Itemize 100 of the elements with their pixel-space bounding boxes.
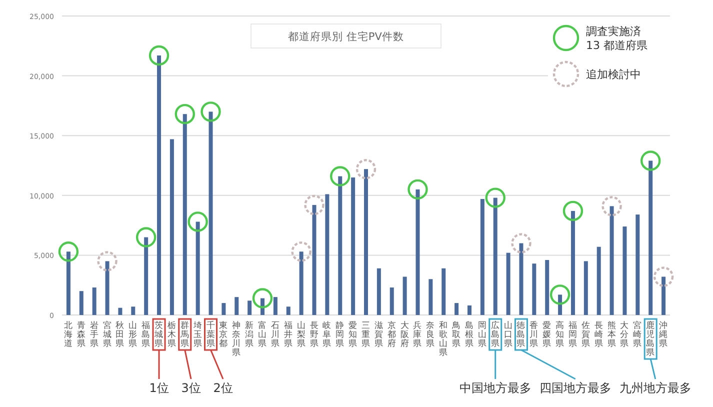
text: 都道府県別 住宅PV件数 bbox=[288, 30, 404, 43]
x-tick-label: 栃木県 bbox=[167, 320, 176, 349]
bar bbox=[584, 261, 588, 315]
x-tick-label: 長野県 bbox=[310, 320, 319, 349]
bar bbox=[131, 306, 136, 315]
bar bbox=[442, 268, 446, 315]
point bbox=[188, 212, 208, 232]
x-tick-label: 岐阜県 bbox=[322, 320, 332, 349]
bar bbox=[286, 306, 290, 315]
point bbox=[304, 194, 324, 216]
x-tick-label: 兵庫県 bbox=[413, 320, 422, 349]
point bbox=[148, 45, 170, 66]
bar bbox=[325, 194, 330, 315]
bar bbox=[248, 300, 252, 315]
x-tick-label: 静岡県 bbox=[336, 320, 345, 349]
x-tick-label: 福井県 bbox=[284, 320, 293, 349]
bar bbox=[402, 276, 407, 315]
bar bbox=[196, 222, 200, 315]
x-tick-label: 千葉県 bbox=[206, 320, 216, 349]
x-tick-label: 大阪府 bbox=[400, 320, 410, 349]
x-tick-label: 香川県 bbox=[530, 320, 539, 349]
point bbox=[602, 196, 622, 216]
bar bbox=[622, 226, 627, 315]
bar bbox=[222, 303, 226, 315]
point bbox=[356, 158, 376, 180]
annotation: 2位 bbox=[213, 381, 233, 395]
x-tick-label: 東京都 bbox=[219, 320, 228, 349]
bar bbox=[351, 177, 356, 315]
x-tick-label: 福島県 bbox=[142, 320, 151, 349]
bar bbox=[79, 291, 84, 315]
bar bbox=[416, 189, 420, 315]
annotation: 中国地方最多 bbox=[459, 381, 532, 395]
x-tick-label: 福岡県 bbox=[568, 320, 578, 349]
bar bbox=[545, 260, 550, 315]
x-tick-label: 佐賀県 bbox=[581, 320, 590, 349]
bar bbox=[610, 206, 614, 315]
bar bbox=[182, 114, 187, 315]
x-tick-label: 三重県 bbox=[362, 321, 370, 349]
point bbox=[174, 104, 195, 124]
x-tick-label: 島根県 bbox=[464, 320, 474, 349]
x-tick-label: 宮崎県 bbox=[633, 320, 642, 349]
bar bbox=[273, 297, 278, 315]
x-tick-label: 鹿児島県 bbox=[646, 320, 656, 358]
x-tick-label: 埼玉県 bbox=[192, 320, 202, 349]
bar bbox=[157, 55, 162, 315]
bar bbox=[428, 279, 433, 315]
x-tick-label: 富山県 bbox=[258, 320, 268, 349]
x-tick-label: 山口県 bbox=[504, 320, 513, 349]
annotation: 1位 bbox=[149, 381, 169, 395]
x-tick-label: 徳島県 bbox=[516, 320, 526, 349]
annotation: 九州地方最多 bbox=[619, 381, 692, 395]
x-tick-label: 北海道 bbox=[64, 320, 73, 349]
x-tick-label: 愛媛県 bbox=[542, 320, 552, 349]
point bbox=[653, 266, 674, 287]
bar bbox=[66, 252, 70, 315]
bar bbox=[454, 303, 459, 315]
bar bbox=[493, 198, 498, 315]
x-tick-label: 岩手県 bbox=[90, 320, 99, 349]
point bbox=[485, 188, 506, 208]
point bbox=[640, 150, 661, 171]
x-tick-label: 山梨県 bbox=[296, 320, 306, 349]
bar bbox=[648, 160, 653, 315]
x-tick-label: 高知県 bbox=[556, 320, 565, 349]
bar bbox=[596, 246, 601, 315]
bar bbox=[376, 268, 381, 315]
point bbox=[200, 102, 221, 122]
annotation: 四国地方最多 bbox=[539, 381, 612, 395]
legend-label: 調査実施済 13 都道府県 bbox=[586, 25, 648, 52]
x-tick-label: 沖縄県 bbox=[658, 320, 668, 349]
x-tick-label: 京都府 bbox=[387, 320, 396, 349]
bar bbox=[299, 252, 304, 315]
point bbox=[550, 284, 570, 305]
bar bbox=[519, 243, 524, 315]
x-tick-label: 秋田県 bbox=[116, 320, 125, 349]
point bbox=[252, 288, 273, 308]
bar bbox=[170, 139, 174, 315]
x-tick-label: 青森県 bbox=[76, 320, 86, 349]
x-tick-label: 長崎県 bbox=[594, 320, 604, 349]
x-tick-label: 和歌山県 bbox=[439, 320, 448, 358]
bar bbox=[364, 169, 368, 315]
point bbox=[562, 200, 584, 222]
legend-label: 追加検討中 bbox=[586, 68, 641, 81]
x-tick-label: 石川県 bbox=[270, 321, 280, 349]
bar bbox=[118, 308, 122, 315]
annotation: 3位 bbox=[181, 381, 201, 395]
point bbox=[408, 179, 428, 200]
bar bbox=[532, 264, 536, 315]
bar bbox=[558, 294, 562, 315]
point bbox=[330, 166, 350, 186]
x-tick-label: 熊本県 bbox=[607, 320, 616, 349]
x-tick-label: 滋賀県 bbox=[374, 320, 384, 349]
bar bbox=[480, 198, 484, 315]
bar bbox=[144, 237, 148, 315]
bar bbox=[208, 112, 213, 315]
x-tick-label: 鳥取県 bbox=[451, 320, 462, 349]
bar bbox=[312, 204, 316, 315]
x-tick-label: 群馬県 bbox=[179, 320, 190, 349]
bar bbox=[234, 297, 239, 315]
point bbox=[58, 242, 79, 262]
x-tick-label: 神奈川県 bbox=[232, 320, 242, 358]
